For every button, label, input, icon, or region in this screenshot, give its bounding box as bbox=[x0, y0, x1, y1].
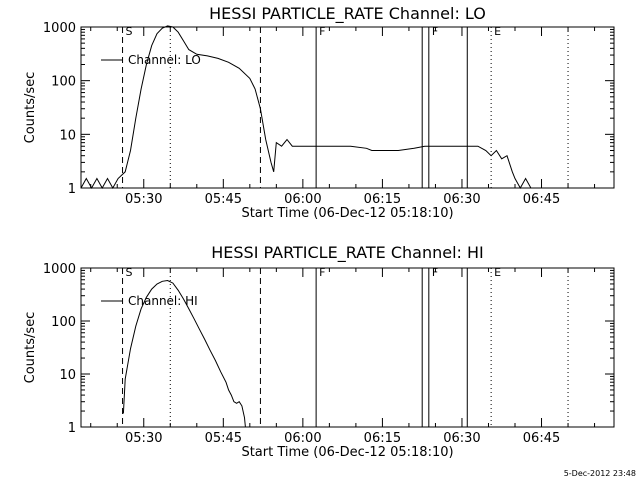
panel1-y-tick-label: 1 bbox=[68, 182, 76, 197]
panel2-legend-label: Channel: HI bbox=[128, 294, 198, 308]
panel2-y-tick-label: 10 bbox=[59, 368, 76, 383]
panel2-plot-frame bbox=[80, 267, 615, 428]
panel1-x-tick-label: 06:30 bbox=[443, 192, 480, 207]
panel2-series-line bbox=[122, 279, 246, 428]
panel2-y-axis-label: Counts/sec bbox=[23, 312, 38, 384]
panel1-y-tick-label: 1000 bbox=[43, 21, 76, 36]
panel2-x-tick-label: 06:00 bbox=[284, 431, 321, 446]
panel2-x-tick-label: 06:15 bbox=[364, 431, 401, 446]
panel2-y-tick-label: 100 bbox=[51, 315, 76, 330]
panel1-x-tick-label: 05:30 bbox=[125, 192, 162, 207]
panel2-x-tick-label: 06:45 bbox=[523, 431, 560, 446]
panel1-event-marker-label: F bbox=[432, 25, 438, 38]
panel1-x-axis-label: Start Time (06-Dec-12 05:18:10) bbox=[241, 206, 453, 221]
panel2-y-tick-label: 1000 bbox=[43, 262, 76, 277]
panel1-event-marker-label: F bbox=[319, 25, 325, 38]
panel1-y-tick-label: 10 bbox=[59, 128, 76, 143]
panel1-series-line bbox=[80, 25, 532, 190]
panel2-x-tick-label: 05:30 bbox=[125, 431, 162, 446]
panel2-x-tick-label: 05:45 bbox=[205, 431, 242, 446]
panel1-x-tick-label: 06:15 bbox=[364, 192, 401, 207]
panel2-x-tick-label: 06:30 bbox=[443, 431, 480, 446]
panel2-event-marker-label: F bbox=[319, 266, 325, 279]
panel2-y-tick-label: 1 bbox=[68, 421, 76, 436]
panel1-plot-frame bbox=[80, 26, 615, 189]
panel2-event-marker-label: S bbox=[126, 266, 133, 279]
panel1-y-axis-label: Counts/sec bbox=[23, 72, 38, 144]
panel1-x-tick-label: 06:45 bbox=[523, 192, 560, 207]
panel1-event-marker-label: S bbox=[126, 25, 133, 38]
panel1-legend-label: Channel: LO bbox=[128, 53, 201, 67]
panel2-event-marker-label: F bbox=[432, 266, 438, 279]
panel1-y-tick-label: 100 bbox=[51, 75, 76, 90]
date-stamp: 5-Dec-2012 23:48 bbox=[564, 469, 636, 478]
panel1-chart-title: HESSI PARTICLE_RATE Channel: LO bbox=[209, 4, 486, 24]
panel1-x-tick-label: 05:45 bbox=[205, 192, 242, 207]
panel2-event-marker-label: E bbox=[494, 266, 501, 279]
panel1-event-marker-label: E bbox=[494, 25, 501, 38]
panel1-x-tick-label: 06:00 bbox=[284, 192, 321, 207]
panel2-chart-title: HESSI PARTICLE_RATE Channel: HI bbox=[211, 243, 484, 263]
panel2-x-axis-label: Start Time (06-Dec-12 05:18:10) bbox=[241, 445, 453, 460]
